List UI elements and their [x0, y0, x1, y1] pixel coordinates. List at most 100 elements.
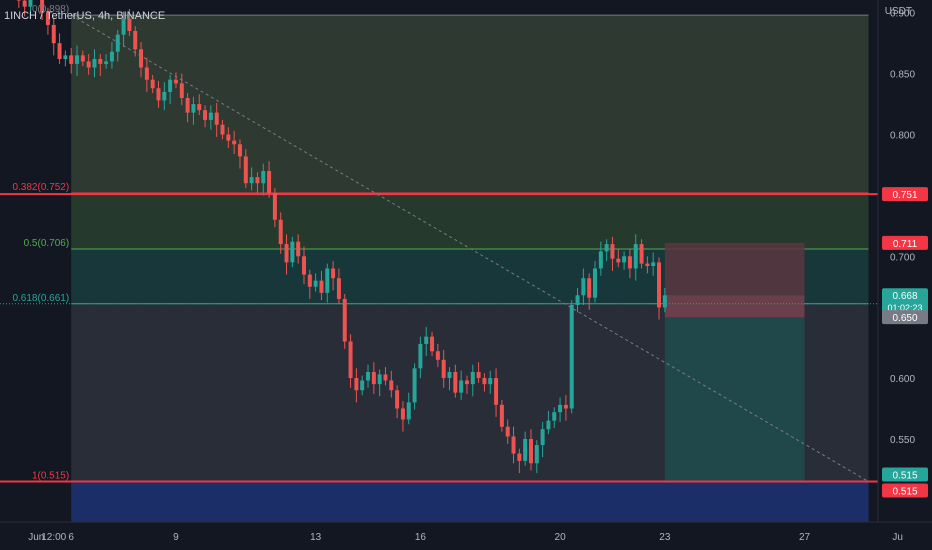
candle-body — [121, 18, 126, 35]
price-label-text: 0.711 — [893, 239, 918, 250]
trend-line-path — [70, 14, 869, 482]
candle-body — [16, 0, 21, 1]
stop-loss-zone — [664, 242, 805, 296]
candle-body — [593, 268, 597, 298]
candle-body — [598, 251, 603, 269]
candle-body — [360, 380, 365, 391]
price-label-tag — [882, 483, 928, 498]
price-label-text: 0.751 — [892, 190, 917, 201]
price-label-text: 0.668 — [892, 291, 917, 302]
candle-body — [657, 262, 662, 308]
price-tick-label: 0.850 — [890, 70, 915, 81]
take-profit-zone — [664, 295, 805, 482]
fib-zone — [71, 481, 869, 522]
time-axis-bg — [0, 522, 932, 550]
candle-body — [191, 104, 196, 113]
candle-body — [476, 371, 481, 379]
candle-body — [220, 124, 225, 135]
candle-body — [354, 378, 359, 391]
price-axis-bg — [878, 0, 932, 550]
fib-level-labels: 0(0.898) 0.382(0.752) 0.5(0.706) 0.618(0.66… — [12, 4, 69, 481]
candle-body — [109, 51, 114, 62]
candle-body — [412, 368, 417, 403]
candle-body — [488, 378, 493, 385]
candle-body — [395, 390, 400, 409]
price-tick-label: 0.550 — [890, 435, 915, 446]
candle-body — [278, 219, 283, 245]
candle-body — [139, 49, 144, 68]
candle-body — [505, 426, 510, 437]
candle-body — [179, 83, 184, 98]
candle-body — [98, 59, 103, 64]
candle-body — [296, 241, 301, 257]
candle-body — [173, 79, 178, 84]
candle-body — [511, 436, 516, 454]
candle-body — [464, 380, 469, 385]
candle-body — [80, 55, 85, 62]
time-tick-label: 13 — [310, 532, 322, 543]
candle-body — [348, 341, 353, 379]
candle-body — [208, 112, 213, 120]
candle-body — [22, 0, 27, 7]
candle-body — [342, 298, 347, 342]
price-label-text: 0.515 — [892, 471, 917, 482]
time-tick-label: 6 — [68, 532, 74, 543]
candle-body — [40, 0, 45, 13]
candle-body — [185, 97, 190, 113]
price-label-tag — [882, 187, 928, 202]
candle-body — [237, 144, 242, 157]
candle-body — [57, 43, 62, 60]
candle-body — [499, 404, 504, 427]
candle-body — [302, 256, 306, 275]
candle-body — [558, 404, 563, 413]
candle-body — [651, 262, 656, 267]
candle-body — [604, 244, 609, 252]
candle-body — [528, 438, 533, 464]
trend-line[interactable] — [70, 14, 869, 482]
candle-body — [51, 24, 56, 44]
candle-body — [523, 438, 528, 461]
candle-body — [435, 351, 440, 360]
candle-body — [267, 171, 272, 193]
candle-body — [581, 278, 586, 296]
candle-body — [75, 55, 80, 64]
candle-body — [63, 55, 68, 60]
candle-body — [610, 244, 615, 259]
candle-body — [552, 412, 557, 421]
price-tick-label: 0.700 — [890, 252, 915, 263]
candle-body — [150, 79, 155, 89]
candle-body — [639, 244, 644, 264]
candle-body — [325, 268, 330, 293]
time-tick-label: 20 — [555, 532, 567, 543]
candle-body — [441, 359, 446, 379]
candle-body — [418, 343, 423, 369]
candle-body — [662, 295, 667, 308]
horizontal-lines[interactable] — [0, 193, 878, 483]
fib-zone — [71, 15, 869, 193]
candle-body — [133, 31, 138, 50]
candle-body — [69, 55, 74, 64]
candle-body — [459, 380, 464, 393]
candle-body — [534, 445, 539, 464]
candles — [16, 0, 667, 474]
symbol-title[interactable]: 1INCH / TetherUS, 4h, BINANCE — [4, 10, 166, 22]
price-label-tag — [882, 467, 928, 482]
candle-body — [127, 18, 132, 32]
candle-body — [424, 336, 429, 344]
short-position-tool[interactable] — [664, 242, 805, 482]
candle-body — [406, 402, 411, 420]
fib-level-label: 0.5(0.706) — [24, 238, 70, 249]
price-label-text: 0.515 — [892, 487, 917, 498]
candle-body — [616, 258, 621, 263]
candle-body — [633, 244, 638, 269]
time-tick-label: 16 — [415, 532, 427, 543]
candle-body — [249, 177, 254, 184]
price-label-tag — [882, 310, 928, 325]
candle-body — [214, 112, 219, 125]
open-pnl-zone — [664, 295, 805, 318]
